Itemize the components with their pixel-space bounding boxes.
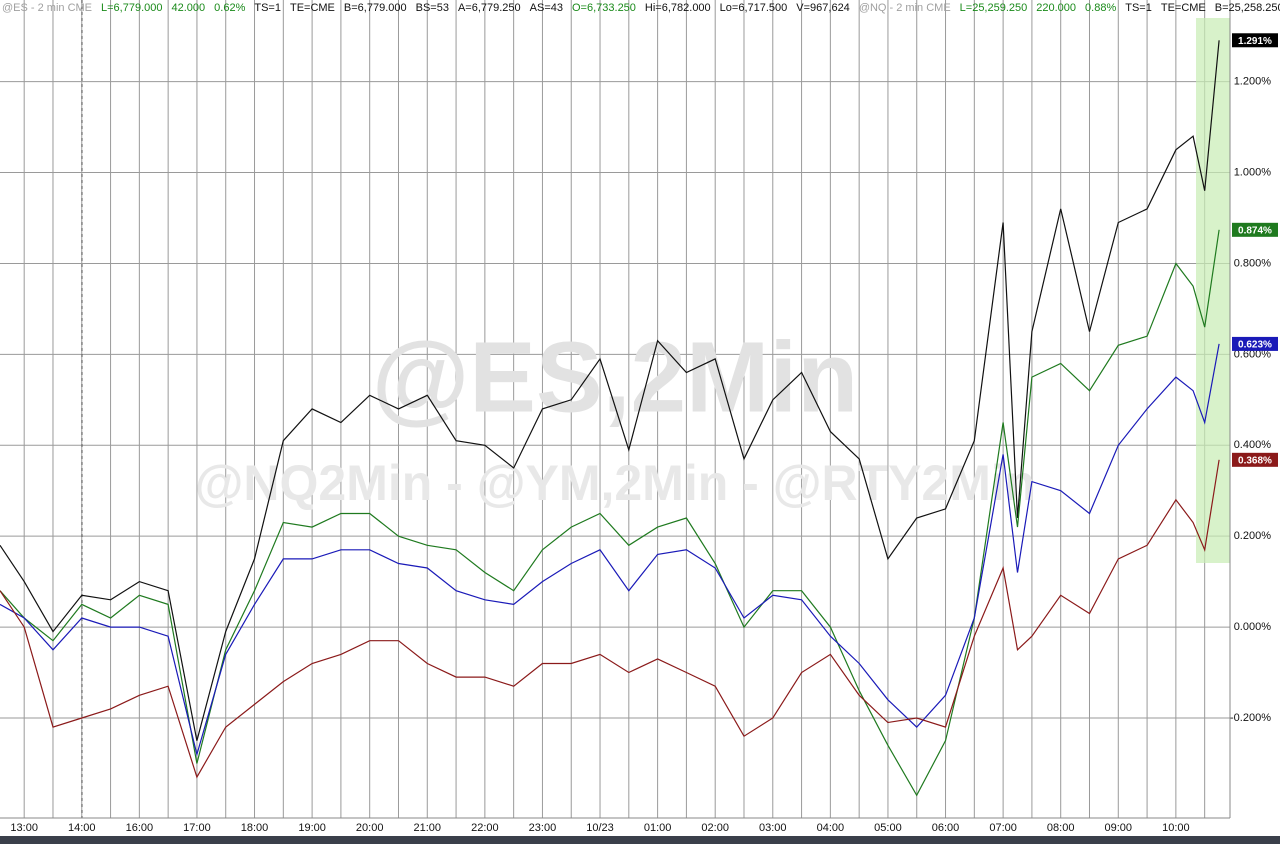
- y-tick-label: 0.200%: [1234, 530, 1272, 542]
- x-tick-label: 10:00: [1162, 822, 1190, 834]
- last-value-badge: [1232, 33, 1278, 48]
- x-tick-label: 05:00: [874, 822, 902, 834]
- x-tick-label: 23:00: [529, 822, 557, 834]
- series-line: [0, 40, 1220, 741]
- x-tick-label: 22:00: [471, 822, 499, 834]
- series-line: [0, 459, 1220, 779]
- x-tick-label: 03:00: [759, 822, 787, 834]
- quote-field: B=6,779.000: [343, 2, 407, 14]
- quote-field: Lo=6,717.500: [719, 2, 788, 14]
- quote-field: TS=1: [254, 2, 281, 14]
- last-value-label: 1.291%: [1238, 36, 1272, 47]
- x-tick-label: 19:00: [298, 822, 326, 834]
- series-line: [0, 229, 1220, 797]
- quote-field: TE=CME: [1160, 2, 1206, 14]
- watermark-subtitle: @NQ2Min - @YM,2Min - @RTY2Min: [195, 455, 1036, 511]
- y-tick-label: 1.000%: [1234, 166, 1272, 178]
- x-tick-label: 13:00: [10, 822, 38, 834]
- x-tick-label: 17:00: [183, 822, 211, 834]
- y-tick-label: 0.000%: [1234, 621, 1272, 633]
- x-tick-label: 16:00: [126, 822, 154, 834]
- last-value-label: 0.623%: [1238, 340, 1272, 351]
- y-tick-label: 0.600%: [1234, 348, 1272, 360]
- last-value-badge: [1232, 222, 1278, 237]
- quote-field: 42.000: [171, 2, 206, 14]
- quote-field: 0.88%: [1085, 2, 1117, 14]
- quote-field: @NQ - 2 min CME: [858, 2, 951, 14]
- x-tick-label: 18:00: [241, 822, 269, 834]
- y-tick-label: -0.200%: [1230, 712, 1271, 724]
- quote-field: AS=43: [529, 2, 563, 14]
- x-tick-label: 09:00: [1105, 822, 1133, 834]
- x-tick-label: 06:00: [932, 822, 960, 834]
- x-tick-label: 01:00: [644, 822, 672, 834]
- quote-field: A=6,779.250: [457, 2, 521, 14]
- y-tick-label: 1.200%: [1234, 76, 1272, 88]
- quote-field: L=25,259.250: [959, 2, 1028, 14]
- quote-field: O=6,733.250: [572, 2, 636, 14]
- x-tick-label: 08:00: [1047, 822, 1075, 834]
- y-tick-label: 0.400%: [1234, 439, 1272, 451]
- x-tick-label: 04:00: [817, 822, 845, 834]
- quote-field: V=967,624: [796, 2, 850, 14]
- x-tick-label: 21:00: [414, 822, 442, 834]
- last-value-badge: [1232, 452, 1278, 467]
- quote-field: L=6,779.000: [101, 2, 163, 14]
- last-value-label: 0.368%: [1238, 455, 1272, 466]
- quote-field: @ES - 2 min CME: [2, 2, 93, 14]
- last-value-label: 0.874%: [1238, 225, 1272, 236]
- x-tick-label: 07:00: [989, 822, 1017, 834]
- quote-field: Hi=6,782.000: [644, 2, 711, 14]
- quote-field: 0.62%: [214, 2, 246, 14]
- quote-field: TE=CME: [289, 2, 335, 14]
- quote-field: B=25,258.250: [1214, 2, 1280, 14]
- quote-field: BS=53: [415, 2, 449, 14]
- quote-header: @ES - 2 min CME L=6,779.000 42.000 0.62% TS=…: [2, 2, 1280, 14]
- watermark: @ES,2Min: [372, 321, 858, 433]
- quote-field: TS=1: [1125, 2, 1152, 14]
- x-tick-label: 10/23: [586, 822, 614, 834]
- last-value-badge: [1232, 336, 1278, 351]
- scrollbar[interactable]: [0, 836, 1280, 844]
- x-tick-label: 02:00: [701, 822, 729, 834]
- quote-field: 220.000: [1036, 2, 1077, 14]
- y-tick-label: 0.800%: [1234, 257, 1272, 269]
- x-tick-label: 20:00: [356, 822, 384, 834]
- x-tick-label: 14:00: [68, 822, 96, 834]
- series-line: [0, 343, 1220, 757]
